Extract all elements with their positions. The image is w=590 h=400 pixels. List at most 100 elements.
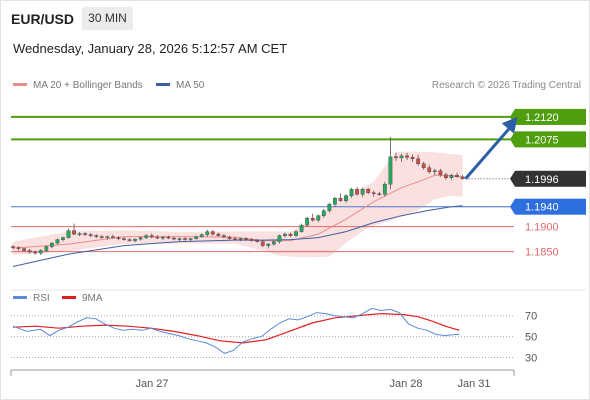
legend-rsi-ma-label: 9MA bbox=[82, 293, 103, 304]
timeframe-badge[interactable]: 30 MIN bbox=[82, 7, 133, 30]
legend-ma50: MA 50 bbox=[156, 80, 204, 91]
candle-body bbox=[110, 236, 115, 238]
level-tag-1.1940 bbox=[515, 198, 586, 215]
timestamp: Wednesday, January 28, 2026 5:12:57 AM C… bbox=[13, 41, 288, 56]
candle-body bbox=[283, 233, 287, 236]
candle-body bbox=[27, 250, 32, 253]
level-tag-1.2075 bbox=[515, 131, 586, 148]
candle-body bbox=[149, 235, 154, 238]
candle-body bbox=[16, 247, 21, 249]
candle-body bbox=[94, 235, 99, 237]
rsi-line bbox=[12, 307, 460, 354]
candle-body bbox=[377, 193, 382, 195]
candle-body bbox=[160, 236, 165, 239]
candle-body bbox=[438, 170, 443, 175]
rsi-ma-line bbox=[12, 312, 460, 344]
candle-body bbox=[183, 238, 187, 240]
bollinger-band-fill bbox=[13, 151, 463, 258]
rsi-tick-50: 50 bbox=[525, 332, 537, 344]
candle-body bbox=[66, 230, 71, 238]
level-label-1.1850: 1.1850 bbox=[525, 247, 559, 259]
candle-body bbox=[371, 192, 376, 194]
level-tag-pointer bbox=[510, 131, 515, 148]
candle-body bbox=[44, 246, 49, 251]
level-tag-1.1996 bbox=[515, 170, 586, 187]
candle-body bbox=[349, 189, 354, 196]
candle-body bbox=[338, 198, 343, 201]
candle-body bbox=[55, 239, 60, 244]
candle-body bbox=[238, 238, 243, 240]
candle-body bbox=[188, 238, 193, 240]
candle-body bbox=[410, 157, 415, 160]
candle-body bbox=[221, 235, 226, 238]
candle-body bbox=[166, 236, 171, 239]
candle-body bbox=[310, 217, 315, 221]
level-tag-pointer bbox=[510, 170, 515, 187]
candle-body bbox=[355, 189, 359, 195]
candle-body bbox=[432, 170, 437, 172]
ma50-swatch-icon bbox=[156, 82, 170, 86]
candle-body bbox=[455, 175, 459, 177]
candle-body bbox=[172, 237, 176, 240]
candle-body bbox=[366, 189, 371, 193]
candle-body bbox=[133, 238, 137, 241]
ma20-swatch-icon bbox=[13, 82, 27, 86]
candle-body bbox=[83, 233, 88, 235]
x-tick-label: Jan 27 bbox=[135, 378, 168, 390]
candle-body bbox=[271, 241, 276, 245]
candle-body bbox=[416, 158, 421, 165]
ma50-line bbox=[12, 205, 463, 267]
candle-body bbox=[210, 231, 215, 235]
candle-body bbox=[399, 155, 404, 159]
level-tag-1.2120 bbox=[515, 108, 586, 125]
legend-rsi-ma: 9MA bbox=[62, 293, 103, 304]
candle-body bbox=[138, 237, 143, 240]
candle-body bbox=[249, 239, 254, 241]
candle-body bbox=[194, 236, 199, 239]
level-label-1.2075: 1.2075 bbox=[525, 134, 559, 146]
candle-body bbox=[360, 189, 365, 195]
candle-body bbox=[394, 156, 398, 159]
legend-ma20: MA 20 + Bollinger Bands bbox=[13, 80, 143, 91]
candle-body bbox=[227, 236, 232, 239]
candle-body bbox=[116, 237, 121, 239]
candle-body bbox=[199, 234, 204, 237]
candle-body bbox=[288, 233, 293, 236]
x-tick-label: Jan 28 bbox=[389, 378, 422, 390]
candle-body bbox=[49, 242, 54, 247]
candle-body bbox=[11, 246, 15, 248]
candle-body bbox=[333, 198, 337, 205]
candle-body bbox=[305, 217, 310, 226]
candle-body bbox=[388, 156, 393, 185]
candle-body bbox=[421, 163, 426, 168]
level-label-1.1940: 1.1940 bbox=[525, 202, 559, 214]
candle-body bbox=[260, 241, 265, 246]
candle-body bbox=[155, 236, 160, 239]
ma20-line bbox=[12, 174, 463, 249]
level-label-1.1900: 1.1900 bbox=[525, 222, 559, 234]
candle-body bbox=[327, 203, 332, 211]
legend-rsi-label: RSI bbox=[33, 293, 50, 304]
candle-body bbox=[382, 184, 387, 195]
rsi-swatch-icon bbox=[13, 295, 27, 299]
candle-body bbox=[99, 236, 104, 238]
credit-text: Research © 2026 Trading Central bbox=[431, 80, 581, 91]
candle-body bbox=[105, 236, 110, 238]
candle-body bbox=[277, 235, 282, 242]
candle-body bbox=[294, 231, 298, 236]
candle-body bbox=[22, 248, 26, 251]
symbol-title: EUR/USD bbox=[11, 11, 75, 27]
candle-body bbox=[344, 195, 348, 201]
x-tick-label: Jan 31 bbox=[457, 378, 490, 390]
legend-ma20-label: MA 20 + Bollinger Bands bbox=[33, 80, 143, 91]
candle-body bbox=[144, 235, 149, 238]
level-tag-pointer bbox=[510, 198, 515, 215]
forecast-arrow-head bbox=[501, 116, 518, 134]
candle-body bbox=[299, 224, 304, 232]
candle-body bbox=[61, 237, 65, 240]
candle-body bbox=[427, 167, 432, 172]
rsi-tick-30: 30 bbox=[525, 353, 537, 365]
legend-ma50-label: MA 50 bbox=[176, 80, 205, 91]
candle-body bbox=[244, 238, 248, 240]
